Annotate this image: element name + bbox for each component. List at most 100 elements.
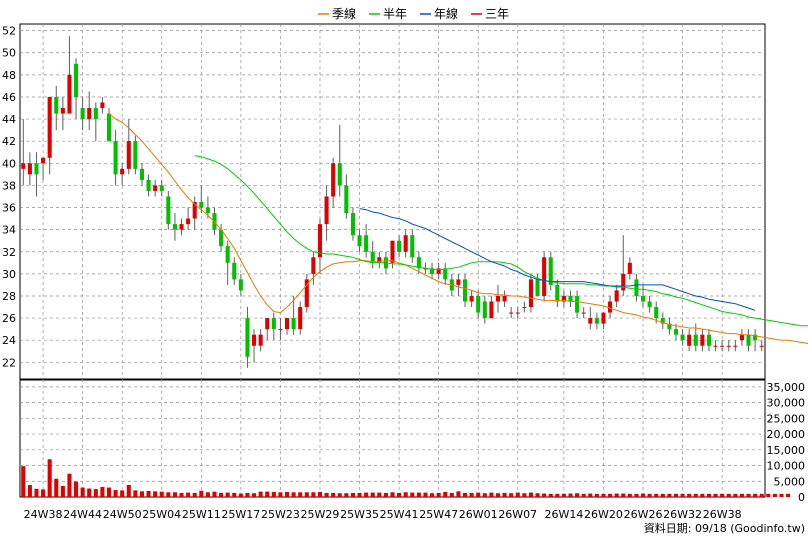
- volume-bar: [410, 492, 415, 497]
- price-tick-label: 28: [2, 290, 16, 303]
- candle-body: [528, 279, 533, 308]
- volume-bar: [430, 493, 435, 497]
- volume-bar: [186, 492, 191, 497]
- volume-bar: [509, 493, 514, 497]
- candle-body: [568, 295, 573, 302]
- candle-body: [357, 235, 362, 247]
- volume-bar: [304, 492, 309, 497]
- candle-body: [627, 262, 632, 274]
- candle-body: [126, 141, 131, 169]
- volume-bar: [199, 490, 204, 497]
- candle-body: [186, 218, 191, 225]
- volume-bar: [581, 493, 586, 497]
- volume-bar: [390, 492, 395, 497]
- candle-body: [27, 163, 32, 175]
- candle-body: [205, 207, 210, 214]
- volume-bar: [252, 493, 257, 497]
- x-tick-label: 24W50: [103, 508, 142, 521]
- volume-bar: [687, 493, 692, 497]
- price-tick-label: 46: [2, 91, 16, 104]
- volume-bar: [383, 492, 388, 497]
- volume-bar: [126, 485, 131, 497]
- candle-body: [588, 318, 593, 324]
- volume-bar: [133, 490, 138, 497]
- volume-bar: [522, 493, 527, 497]
- volume-bar: [364, 492, 369, 497]
- candle-body: [555, 284, 560, 302]
- volume-bar: [766, 493, 771, 497]
- volume-bar: [614, 493, 619, 497]
- price-tick-label: 42: [2, 135, 16, 148]
- volume-bar: [357, 492, 362, 497]
- volume-bar: [27, 485, 32, 497]
- candle-body: [344, 185, 349, 214]
- volume-bar: [449, 492, 454, 497]
- price-tick-label: 24: [2, 334, 16, 347]
- price-tick-label: 26: [2, 312, 16, 325]
- legend-label: 三年: [485, 7, 509, 21]
- candle-body: [225, 246, 230, 263]
- volume-bar: [561, 493, 566, 497]
- candle-body: [113, 141, 118, 175]
- volume-bar: [225, 492, 230, 497]
- moving-average-line: [108, 113, 808, 345]
- candle-body: [726, 345, 731, 347]
- candle-body: [436, 268, 441, 274]
- volume-bar: [443, 491, 448, 497]
- volume-bar: [219, 492, 224, 497]
- legend-label: 季線: [332, 6, 356, 21]
- volume-bar: [311, 492, 316, 497]
- candle-body: [403, 235, 408, 252]
- legend-label: 半年: [383, 7, 407, 21]
- volume-bar: [232, 492, 237, 497]
- price-tick-label: 50: [2, 47, 16, 60]
- candle-body: [238, 279, 243, 291]
- volume-bar: [87, 488, 92, 497]
- candle-body: [739, 334, 744, 341]
- x-tick-label: 25W29: [301, 508, 340, 521]
- volume-bar: [528, 492, 533, 497]
- volume-bar: [469, 492, 474, 497]
- volume-bar: [120, 490, 125, 497]
- candle-body: [377, 257, 382, 263]
- volume-bar: [548, 493, 553, 497]
- volume-panel: 0 5,000 10,000 15,000 20,000 25,000 30,000 35,0…: [19, 378, 806, 504]
- volume-bar: [172, 492, 177, 497]
- candle-body: [660, 318, 665, 324]
- volume-bar: [238, 493, 243, 497]
- volume-bar: [726, 493, 731, 497]
- data-source-label: 資料日期: 09/18 (Goodinfo.tw): [644, 521, 805, 535]
- candle-body: [634, 279, 639, 296]
- candle-body: [509, 312, 514, 314]
- candle-body: [753, 334, 758, 341]
- price-tick-label: 40: [2, 157, 16, 170]
- volume-tick-label: 5,000: [774, 475, 806, 488]
- volume-bar: [291, 492, 296, 497]
- x-tick-label: 26W01: [459, 508, 498, 521]
- candle-body: [252, 334, 257, 346]
- volume-bar: [733, 493, 738, 497]
- candle-body: [21, 163, 26, 169]
- price-panel-border: [19, 23, 766, 381]
- volume-bar: [700, 493, 705, 497]
- candle-body: [476, 295, 481, 313]
- candle-body: [245, 318, 250, 357]
- volume-bar: [476, 492, 481, 497]
- price-tick-label: 22: [2, 356, 16, 369]
- candle-body: [594, 318, 599, 324]
- candle-body: [654, 307, 659, 319]
- volume-bar: [192, 492, 197, 497]
- candle-body: [416, 257, 421, 269]
- price-tick-label: 34: [2, 224, 16, 237]
- volume-bar: [647, 493, 652, 497]
- volume-bar: [153, 491, 158, 497]
- candle-body: [179, 224, 184, 230]
- volume-bar: [324, 492, 329, 497]
- volume-bar: [739, 493, 744, 497]
- volume-bar: [423, 492, 428, 497]
- volume-bar: [93, 489, 98, 497]
- candle-body: [291, 318, 296, 330]
- volume-bar: [245, 492, 250, 497]
- candle-body: [608, 301, 613, 313]
